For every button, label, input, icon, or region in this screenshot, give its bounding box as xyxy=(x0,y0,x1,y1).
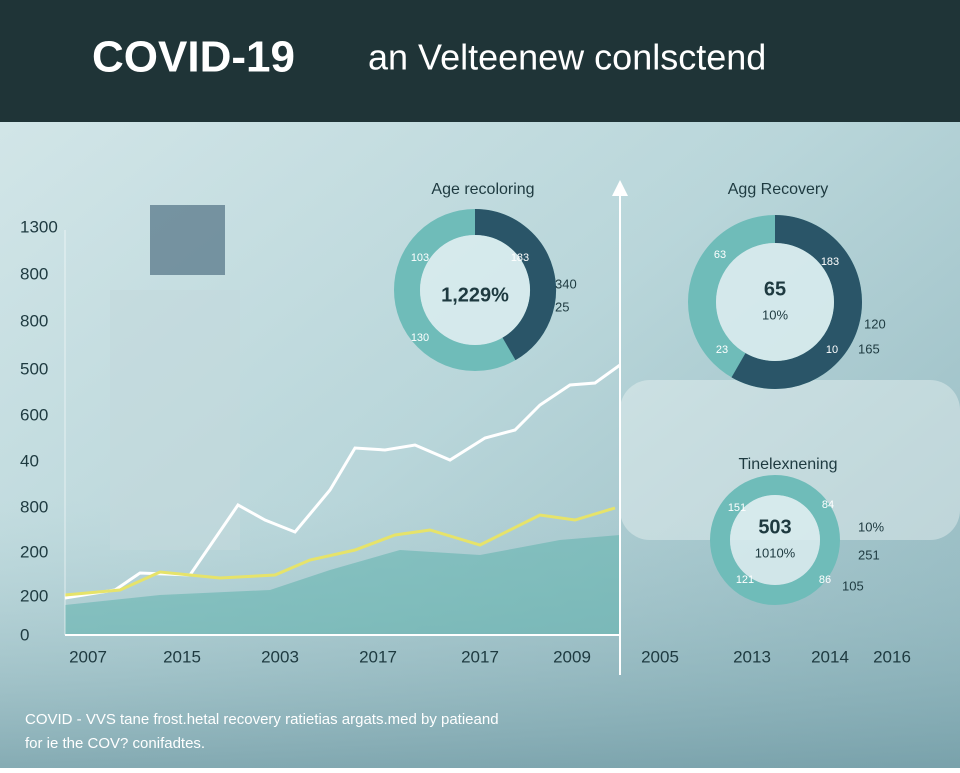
x-axis-label: 2015 xyxy=(163,647,201,666)
side-label: 251 xyxy=(858,547,880,562)
donut-hole xyxy=(420,235,530,345)
donut-center-sub: 10% xyxy=(762,307,788,322)
footer-line: COVID - VVS tane frost.hetal recovery ra… xyxy=(25,711,499,728)
x-axis-label: 2009 xyxy=(553,647,591,666)
side-label: 165 xyxy=(858,341,880,356)
ring-label: 63 xyxy=(714,249,726,261)
x-axis-label: 2014 xyxy=(811,647,849,666)
donut-segment xyxy=(731,215,862,389)
title-rest: an Velteenew conlsctend xyxy=(368,37,766,78)
y-axis-label: 1300 xyxy=(20,217,58,236)
ring-label: 183 xyxy=(821,256,839,268)
monitor xyxy=(150,205,225,275)
donut-hole xyxy=(730,495,820,585)
donut-center: 503 xyxy=(758,516,791,538)
arrow xyxy=(612,180,628,196)
donut-hole xyxy=(716,243,834,361)
ring-label: 121 xyxy=(736,574,754,586)
x-axis-label: 2017 xyxy=(359,647,397,666)
y-axis-label: 40 xyxy=(20,451,39,470)
side-label: 25 xyxy=(555,299,569,314)
title-bold: COVID-19 xyxy=(92,33,295,82)
side-label: 105 xyxy=(842,578,864,593)
line-yellow xyxy=(64,506,616,597)
x-axis-label: 2007 xyxy=(69,647,107,666)
x-axis-label: 2017 xyxy=(461,647,499,666)
y-axis-label: 800 xyxy=(20,311,48,330)
donut-segment xyxy=(474,209,556,361)
ring-label: 130 xyxy=(411,332,429,344)
donut-ring xyxy=(710,475,840,605)
donut-title: Age recoloring xyxy=(431,181,534,198)
y-axis-label: 200 xyxy=(20,586,48,605)
y-axis-label: 0 xyxy=(20,625,29,644)
y-axis-label: 200 xyxy=(20,542,48,561)
donut-center: 65 xyxy=(764,278,786,300)
ring-label: 151 xyxy=(728,502,746,514)
y-axis-label: 800 xyxy=(20,497,48,516)
y-axis-label: 800 xyxy=(20,264,48,283)
ring-label: 84 xyxy=(822,499,834,511)
x-axis-label: 2016 xyxy=(873,647,911,666)
donut-center-sub: 1010% xyxy=(755,545,796,560)
donut-title: Tinelexnening xyxy=(738,456,837,473)
ring-label: 86 xyxy=(819,574,831,586)
y-axis-label: 500 xyxy=(20,359,48,378)
side-label: 120 xyxy=(864,316,886,331)
footer-line: for ie the COV? conifadtes. xyxy=(25,735,205,752)
equipment xyxy=(110,290,240,550)
x-axis-label: 2013 xyxy=(733,647,771,666)
ring-label: 23 xyxy=(716,344,728,356)
side-label: 340 xyxy=(555,276,577,291)
ring-label: 183 xyxy=(511,252,529,264)
header-bar xyxy=(0,0,960,122)
donut-center: 1,229% xyxy=(441,284,509,306)
y-axis-label: 600 xyxy=(20,405,48,424)
side-label: 10% xyxy=(858,519,884,534)
x-axis-label: 2005 xyxy=(641,647,679,666)
ring-label: 10 xyxy=(826,344,838,356)
x-axis-label: 2003 xyxy=(261,647,299,666)
donut-title: Agg Recovery xyxy=(728,181,829,198)
ring-label: 103 xyxy=(411,252,429,264)
area xyxy=(65,535,620,635)
bed xyxy=(620,380,960,540)
